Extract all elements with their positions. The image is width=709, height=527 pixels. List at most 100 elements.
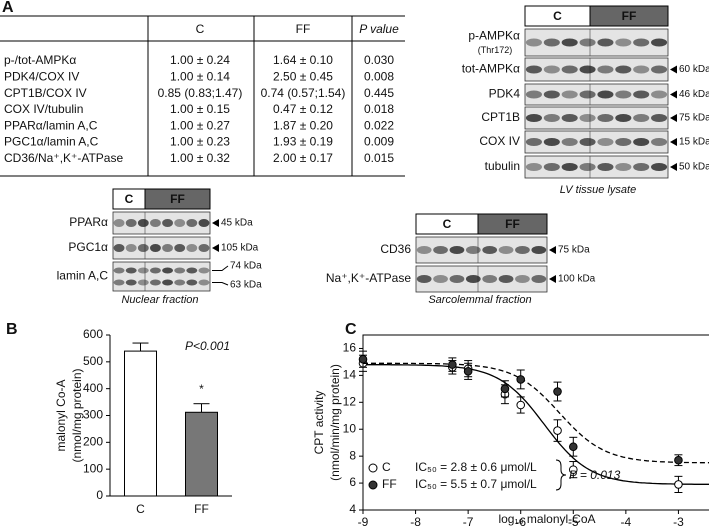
blot-label: p-AMPKα: [468, 29, 520, 43]
table-cell: 0.74 (0.57;1.54): [261, 86, 346, 100]
blot-band: [633, 38, 650, 47]
blot-band: [597, 38, 614, 47]
blot-band: [482, 246, 498, 254]
blot-band: [531, 275, 547, 283]
data-point: [568, 442, 578, 452]
blot-band: [651, 138, 668, 146]
table-header: C: [196, 22, 205, 36]
blot-band: [162, 244, 174, 252]
blot-band: [186, 279, 198, 286]
x-tick-label: -7: [463, 515, 474, 527]
table-cell: 1.00 ± 0.15: [170, 102, 230, 116]
blot-band: [579, 65, 596, 74]
size-arrow: [670, 90, 677, 99]
blot-band: [174, 244, 186, 252]
blot-band: [465, 275, 481, 283]
blot-band: [597, 90, 614, 99]
blot-strip: [524, 106, 669, 130]
blot-strip: [112, 236, 211, 260]
size-label: 50 kDa: [679, 162, 709, 173]
blot-band: [198, 244, 210, 252]
group-label: FF: [505, 217, 520, 231]
size-label: 60 kDa: [679, 64, 709, 75]
x-tick-label: -4: [621, 515, 632, 527]
blot-band: [615, 138, 632, 146]
x-tick-label: -5: [568, 515, 579, 527]
legend-label: IC₅₀ = 2.8 ± 0.6 μmol/L: [415, 460, 537, 474]
size-arrow: [549, 246, 556, 254]
blot-band: [125, 267, 137, 274]
legend-label: C: [382, 460, 391, 474]
size-arrow: [212, 244, 219, 252]
blot-band: [543, 163, 560, 171]
y-tick-label: 400: [83, 381, 103, 395]
blot-band: [162, 219, 174, 227]
y-tick-label: 200: [83, 435, 103, 449]
x-tick-label: FF: [194, 502, 209, 516]
x-tick-label: -6: [515, 515, 526, 527]
blot-band: [149, 244, 161, 252]
blot-label: tubulin: [485, 159, 520, 173]
table-cell: 0.445: [364, 86, 394, 100]
blot-caption: Nuclear fraction: [121, 294, 198, 306]
blot-strip: [524, 57, 669, 82]
y-axis-label: (nmol/mg protein): [70, 368, 84, 462]
y-tick-label: 600: [83, 327, 103, 341]
blot-band: [615, 114, 632, 122]
y-axis-label: CPT activity: [312, 391, 326, 455]
blot-band: [633, 114, 650, 122]
x-tick-label: C: [136, 502, 145, 516]
blot-band: [113, 267, 125, 274]
y-axis-label: malonyl Co-A: [54, 379, 68, 451]
blot-band: [651, 163, 668, 171]
blot-band: [615, 163, 632, 171]
blot-band: [525, 38, 542, 47]
blot-label: PPARα: [69, 215, 108, 229]
row-label: CD36/Na⁺,K⁺-ATPase: [4, 151, 123, 165]
blot-band: [597, 163, 614, 171]
data-point: [568, 465, 578, 474]
y-tick-label: 8: [349, 448, 356, 462]
blot-band: [597, 65, 614, 74]
table-header: P value: [359, 22, 399, 36]
annotation: *: [199, 382, 204, 396]
blot-band: [543, 138, 560, 146]
y-tick-label: 14: [343, 368, 357, 382]
group-label: C: [553, 9, 562, 23]
blot-band: [498, 246, 514, 254]
blot-band: [174, 267, 186, 274]
blot-band: [174, 219, 186, 227]
blot-band: [525, 138, 542, 146]
blot-band: [125, 219, 137, 227]
size-label: 63 kDa: [230, 280, 262, 291]
blot-band: [498, 275, 514, 283]
row-label: PPARα/lamin A,C: [4, 118, 98, 132]
blot-strip: [415, 265, 548, 293]
blot-band: [633, 138, 650, 146]
size-arrow: [670, 114, 677, 122]
panel-label: C: [345, 321, 357, 338]
blot-band: [174, 279, 186, 286]
table-cell: 1.00 ± 0.14: [170, 69, 230, 83]
legend-marker: [368, 463, 378, 473]
blot-band: [615, 65, 632, 74]
table-cell: 0.030: [364, 53, 394, 67]
blot-band: [651, 65, 668, 74]
row-label: CPT1B/COX IV: [4, 86, 87, 100]
blot-band: [515, 246, 530, 254]
blot-band: [113, 279, 125, 286]
plot-frame: [362, 334, 709, 511]
blot-band: [543, 65, 560, 74]
table-cell: 1.87 ± 0.20: [273, 118, 333, 132]
blot-band: [137, 219, 149, 227]
size-label: 75 kDa: [558, 245, 590, 256]
blot-band: [561, 90, 578, 99]
data-point: [674, 480, 683, 489]
blot-band: [433, 275, 448, 283]
blot-label: PGC1α: [68, 240, 108, 254]
group-label: C: [443, 217, 452, 231]
data-point: [448, 360, 457, 369]
blot-label: CPT1B: [481, 110, 520, 124]
blot-label: lamin A,C: [57, 269, 109, 283]
